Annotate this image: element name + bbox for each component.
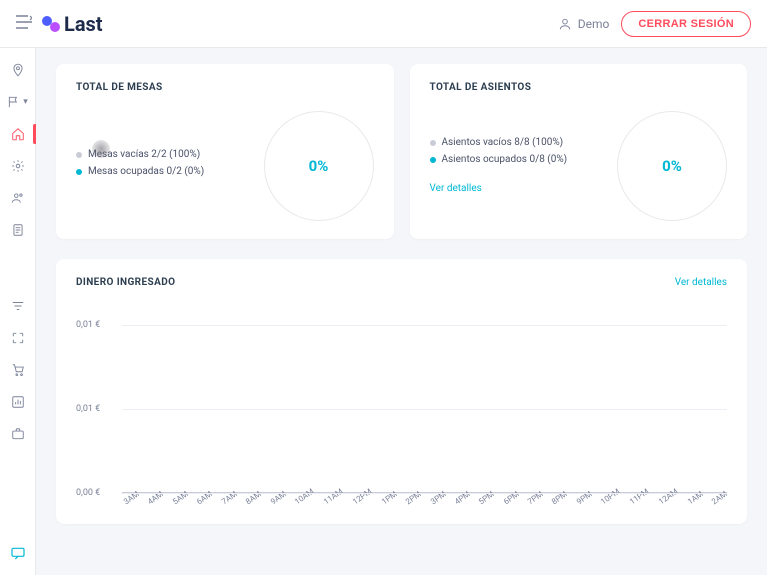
card-mesas: TOTAL DE MESAS Mesas vacías 2/2 (100%) M… — [56, 64, 394, 239]
gridline — [122, 493, 727, 494]
card-asientos: TOTAL DE ASIENTOS Asientos vacíos 8/8 (1… — [410, 64, 748, 239]
main-content: TOTAL DE MESAS Mesas vacías 2/2 (100%) M… — [36, 48, 767, 575]
legend-row: Mesas vacías 2/2 (100%) — [76, 149, 204, 160]
x-axis: 3AM4AM5AM6AM7AM8AM9AM10AM11AM12PM1PM2PM3… — [122, 492, 727, 514]
legend-row: Asientos ocupados 0/8 (0%) — [430, 154, 568, 165]
y-tick-label: 0,00 € — [76, 488, 100, 498]
y-tick-label: 0,01 € — [76, 320, 100, 330]
mesas-legend: Mesas vacías 2/2 (100%) Mesas ocupadas 0… — [76, 149, 204, 183]
sidebar-item-users[interactable] — [0, 184, 36, 212]
gear-icon — [11, 159, 25, 173]
x-tick-label: 12AM — [657, 487, 686, 516]
money-details-link[interactable]: Ver detalles — [675, 277, 727, 288]
card-mesas-title: TOTAL DE MESAS — [76, 82, 374, 93]
user-chip[interactable]: Demo — [558, 17, 610, 31]
logo-mark-icon — [42, 16, 60, 32]
sidebar-item-home[interactable] — [0, 120, 36, 148]
legend-dot — [76, 169, 82, 175]
mesas-donut: 0% — [264, 111, 374, 221]
x-tick-label: 12PM — [351, 487, 380, 516]
sidebar-item-docs[interactable] — [0, 216, 36, 244]
legend-row: Mesas ocupadas 0/2 (0%) — [76, 166, 204, 177]
x-tick-label: 11AM — [322, 487, 351, 516]
sidebar-item-filter[interactable] — [0, 292, 36, 320]
sidebar-item-location[interactable] — [0, 56, 36, 84]
asientos-donut: 0% — [617, 111, 727, 221]
filter-icon — [11, 299, 25, 313]
legend-label: Mesas vacías 2/2 (100%) — [88, 149, 200, 160]
legend-label: Asientos vacíos 8/8 (100%) — [442, 137, 564, 148]
home-icon — [11, 127, 25, 141]
legend-label: Asientos ocupados 0/8 (0%) — [442, 154, 568, 165]
brand-logo[interactable]: Last — [42, 12, 103, 36]
legend-dot — [430, 140, 436, 146]
asientos-legend: Asientos vacíos 8/8 (100%) Asientos ocup… — [430, 137, 568, 165]
sidebar: ▾ — [0, 48, 36, 575]
gridline — [122, 325, 727, 326]
x-tick-label: 10AM — [293, 487, 322, 516]
flag-icon — [7, 95, 21, 109]
sidebar-item-settings[interactable] — [0, 152, 36, 180]
y-tick-label: 0,01 € — [76, 404, 100, 414]
x-tick-label: 10PM — [599, 487, 628, 516]
header-right: Demo CERRAR SESIÓN — [558, 11, 751, 37]
legend-label: Mesas ocupadas 0/2 (0%) — [88, 166, 204, 177]
cart-icon — [11, 363, 25, 377]
sidebar-item-expand[interactable] — [0, 324, 36, 352]
sidebar-item-chat[interactable] — [0, 539, 35, 567]
sidebar-item-briefcase[interactable] — [0, 420, 36, 448]
card-asientos-title: TOTAL DE ASIENTOS — [430, 82, 728, 93]
brand-text: Last — [64, 12, 103, 36]
users-icon — [11, 191, 25, 205]
asientos-details-link[interactable]: Ver detalles — [430, 183, 482, 194]
expand-icon — [11, 331, 25, 345]
menu-toggle-icon[interactable] — [16, 14, 32, 33]
card-money: DINERO INGRESADO Ver detalles 3AM4AM5AM6… — [56, 259, 747, 524]
sidebar-item-analytics[interactable] — [0, 388, 36, 416]
briefcase-icon — [11, 427, 25, 441]
user-name: Demo — [578, 17, 610, 31]
money-title: DINERO INGRESADO — [76, 277, 175, 288]
legend-dot — [76, 152, 82, 158]
x-tick-label: 11PM — [628, 487, 657, 516]
document-icon — [11, 223, 25, 237]
chat-icon — [10, 545, 26, 561]
money-chart: 3AM4AM5AM6AM7AM8AM9AM10AM11AM12PM1PM2PM3… — [76, 304, 727, 514]
header-left: Last — [16, 12, 103, 36]
logout-button[interactable]: CERRAR SESIÓN — [621, 11, 751, 37]
legend-row: Asientos vacíos 8/8 (100%) — [430, 137, 568, 148]
user-icon — [558, 17, 572, 31]
sidebar-item-cart[interactable] — [0, 356, 36, 384]
sidebar-item-flag[interactable]: ▾ — [0, 88, 36, 116]
legend-dot — [430, 157, 436, 163]
pin-icon — [11, 63, 25, 77]
donut-value: 0% — [309, 157, 329, 175]
top-header: Last Demo CERRAR SESIÓN — [0, 0, 767, 48]
donut-value: 0% — [662, 157, 682, 175]
gridline — [122, 409, 727, 410]
chart-icon — [11, 395, 25, 409]
